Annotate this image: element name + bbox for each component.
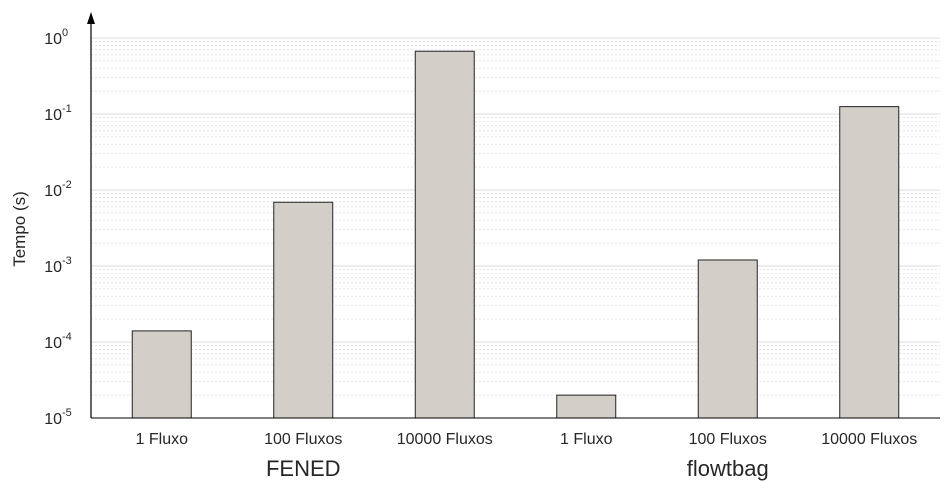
group-labels: FENED flowtbag <box>266 456 769 481</box>
bar <box>839 106 900 419</box>
y-axis-arrow-icon <box>87 12 95 24</box>
x-category-label: 10000 Fluxos <box>821 431 917 448</box>
grid-lines <box>91 37 940 419</box>
axes <box>87 12 940 419</box>
y-tick-exponent: -4 <box>62 331 72 343</box>
x-category-label: 100 Fluxos <box>689 431 767 448</box>
y-tick-label: 10 <box>44 107 62 124</box>
y-tick-label: 10 <box>44 31 62 48</box>
bar <box>273 201 334 419</box>
bars <box>131 50 900 419</box>
x-category-label: 100 Fluxos <box>264 431 342 448</box>
bar <box>414 50 475 419</box>
y-tick-exponent: -1 <box>62 103 72 115</box>
y-tick-exponent: -2 <box>62 179 72 191</box>
y-tick-label: 10 <box>44 183 62 200</box>
y-tick-exponent: 0 <box>62 27 68 39</box>
category-labels: 1 Fluxo 100 Fluxos 10000 Fluxos 1 Fluxo 100 … <box>136 431 918 448</box>
group-label: flowtbag <box>687 456 769 481</box>
y-tick-label: 10 <box>44 411 62 428</box>
group-label: FENED <box>266 456 341 481</box>
y-tick-label: 10 <box>44 335 62 352</box>
bar <box>697 259 758 419</box>
bar <box>131 330 192 419</box>
y-tick-exponent: -3 <box>62 255 72 267</box>
bar <box>556 394 617 419</box>
y-tick-exponent: -5 <box>62 407 72 419</box>
y-axis-title: Tempo (s) <box>10 191 29 267</box>
x-category-label: 1 Fluxo <box>136 431 189 448</box>
x-category-label: 10000 Fluxos <box>397 431 493 448</box>
x-category-label: 1 Fluxo <box>560 431 613 448</box>
y-tick-label: 10 <box>44 259 62 276</box>
